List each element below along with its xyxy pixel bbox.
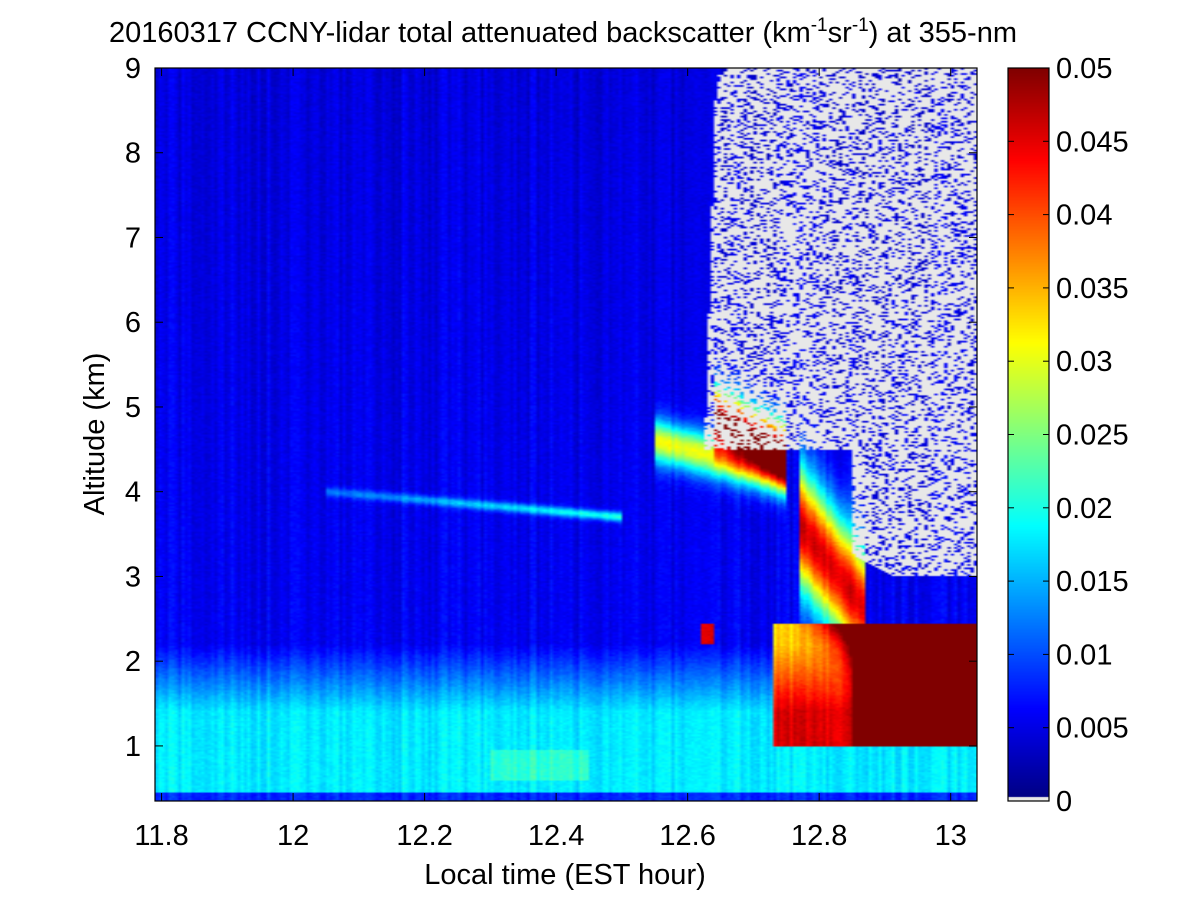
y-tick-label: 4 — [125, 477, 141, 509]
backscatter-heatmap — [155, 68, 977, 801]
y-tick-label: 8 — [125, 138, 141, 170]
chart-title-sup2: -1 — [852, 15, 869, 36]
colorbar-gradient — [1008, 68, 1049, 801]
colorbar-tick-label: 0.02 — [1056, 493, 1112, 525]
x-tick-label: 12.2 — [396, 820, 452, 852]
heatmap-plot-area — [154, 67, 978, 802]
chart-title-main: 20160317 CCNY-lidar total attenuated bac… — [109, 17, 811, 49]
x-tick-label: 12.8 — [791, 820, 847, 852]
x-tick-label: 13 — [935, 820, 967, 852]
x-tick-label: 12 — [277, 820, 309, 852]
y-tick-label: 1 — [125, 731, 141, 763]
x-tick-label: 12.6 — [659, 820, 715, 852]
chart-title: 20160317 CCNY-lidar total attenuated bac… — [109, 15, 1017, 49]
colorbar-tick-label: 0.05 — [1056, 53, 1112, 85]
x-axis-label: Local time (EST hour) — [424, 859, 706, 891]
colorbar-tick-label: 0.01 — [1056, 639, 1112, 671]
colorbar-tick-label: 0.025 — [1056, 420, 1129, 452]
y-tick-label: 5 — [125, 392, 141, 424]
y-tick-label: 3 — [125, 561, 141, 593]
colorbar-tick-label: 0.035 — [1056, 273, 1129, 305]
x-tick-label: 12.4 — [528, 820, 584, 852]
y-tick-label: 9 — [125, 53, 141, 85]
chart-title-sup1: -1 — [811, 15, 828, 36]
colorbar-tick-label: 0.045 — [1056, 126, 1129, 158]
y-tick-label: 6 — [125, 307, 141, 339]
colorbar-ticks: 0 0.005 0.01 0.015 0.02 0.025 0.03 0.035 0.04 0.0… — [1008, 53, 1129, 818]
colorbar-tick-label: 0.04 — [1056, 200, 1112, 232]
y-axis-ticks: 1 2 3 4 5 6 7 8 9 — [125, 53, 977, 763]
y-axis-label: Altitude (km) — [79, 353, 111, 516]
colorbar-tick-label: 0 — [1056, 786, 1072, 818]
chart-title-mid: sr — [828, 17, 853, 49]
colorbar-tick-label: 0.015 — [1056, 566, 1129, 598]
y-tick-label: 2 — [125, 646, 141, 678]
y-tick-label: 7 — [125, 222, 141, 254]
colorbar — [1007, 67, 1050, 802]
colorbar-tick-label: 0.005 — [1056, 713, 1129, 745]
plot-frame — [154, 67, 978, 802]
x-tick-label: 11.8 — [134, 820, 188, 852]
chart-title-end: ) at 355-nm — [869, 17, 1017, 49]
colorbar-tick-label: 0.03 — [1056, 346, 1112, 378]
x-axis-ticks: 11.8 12 12.2 12.4 12.6 12.8 13 — [134, 68, 967, 852]
